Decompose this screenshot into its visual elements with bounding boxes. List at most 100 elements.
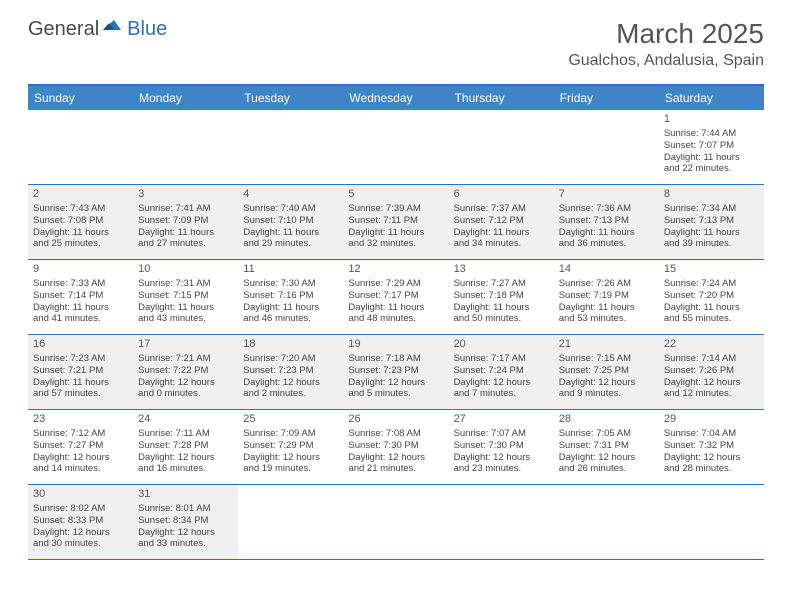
day-header: Wednesday bbox=[343, 86, 448, 110]
day-cell: 21Sunrise: 7:15 AMSunset: 7:25 PMDayligh… bbox=[554, 335, 659, 409]
day-number: 7 bbox=[559, 188, 654, 202]
detail-line: Sunrise: 7:30 AM bbox=[243, 278, 338, 290]
detail-line: Sunrise: 7:09 AM bbox=[243, 428, 338, 440]
detail-line: and 23 minutes. bbox=[454, 463, 549, 475]
detail-line: Sunset: 7:26 PM bbox=[664, 365, 759, 377]
day-number: 11 bbox=[243, 263, 338, 277]
detail-line: Sunrise: 7:40 AM bbox=[243, 203, 338, 215]
day-cell: 25Sunrise: 7:09 AMSunset: 7:29 PMDayligh… bbox=[238, 410, 343, 484]
day-cell: 3Sunrise: 7:41 AMSunset: 7:09 PMDaylight… bbox=[133, 185, 238, 259]
detail-line: Sunset: 7:10 PM bbox=[243, 215, 338, 227]
day-cell: 31Sunrise: 8:01 AMSunset: 8:34 PMDayligh… bbox=[133, 485, 238, 559]
day-cell: 19Sunrise: 7:18 AMSunset: 7:23 PMDayligh… bbox=[343, 335, 448, 409]
detail-line: Sunrise: 7:07 AM bbox=[454, 428, 549, 440]
detail-line: and 14 minutes. bbox=[33, 463, 128, 475]
detail-line: Daylight: 12 hours bbox=[664, 452, 759, 464]
day-cell: 27Sunrise: 7:07 AMSunset: 7:30 PMDayligh… bbox=[449, 410, 554, 484]
detail-line: and 21 minutes. bbox=[348, 463, 443, 475]
empty-cell bbox=[449, 485, 554, 559]
day-number: 30 bbox=[33, 488, 128, 502]
day-cell: 30Sunrise: 8:02 AMSunset: 8:33 PMDayligh… bbox=[28, 485, 133, 559]
day-cell: 14Sunrise: 7:26 AMSunset: 7:19 PMDayligh… bbox=[554, 260, 659, 334]
detail-line: Daylight: 11 hours bbox=[138, 302, 233, 314]
detail-line: and 36 minutes. bbox=[559, 238, 654, 250]
logo-text-blue: Blue bbox=[127, 18, 167, 41]
header: General Blue March 2025 Gualchos, Andalu… bbox=[0, 0, 792, 76]
detail-line: and 55 minutes. bbox=[664, 313, 759, 325]
detail-line: Sunset: 7:16 PM bbox=[243, 290, 338, 302]
flag-icon bbox=[103, 16, 125, 39]
detail-line: and 2 minutes. bbox=[243, 388, 338, 400]
detail-line: Sunset: 7:30 PM bbox=[454, 440, 549, 452]
detail-line: Daylight: 11 hours bbox=[454, 227, 549, 239]
day-cell: 18Sunrise: 7:20 AMSunset: 7:23 PMDayligh… bbox=[238, 335, 343, 409]
detail-line: Sunset: 7:11 PM bbox=[348, 215, 443, 227]
day-number: 13 bbox=[454, 263, 549, 277]
day-number: 15 bbox=[664, 263, 759, 277]
detail-line: Sunrise: 7:26 AM bbox=[559, 278, 654, 290]
empty-cell bbox=[238, 110, 343, 184]
detail-line: Daylight: 12 hours bbox=[138, 527, 233, 539]
day-number: 2 bbox=[33, 188, 128, 202]
day-number: 14 bbox=[559, 263, 654, 277]
detail-line: Daylight: 11 hours bbox=[559, 227, 654, 239]
day-cell: 10Sunrise: 7:31 AMSunset: 7:15 PMDayligh… bbox=[133, 260, 238, 334]
detail-line: Sunset: 7:18 PM bbox=[454, 290, 549, 302]
detail-line: Sunset: 7:14 PM bbox=[33, 290, 128, 302]
day-header: Tuesday bbox=[238, 86, 343, 110]
detail-line: Daylight: 11 hours bbox=[664, 302, 759, 314]
detail-line: and 12 minutes. bbox=[664, 388, 759, 400]
detail-line: and 46 minutes. bbox=[243, 313, 338, 325]
day-cell: 5Sunrise: 7:39 AMSunset: 7:11 PMDaylight… bbox=[343, 185, 448, 259]
day-number: 23 bbox=[33, 413, 128, 427]
day-number: 19 bbox=[348, 338, 443, 352]
detail-line: Sunrise: 7:04 AM bbox=[664, 428, 759, 440]
day-cell: 23Sunrise: 7:12 AMSunset: 7:27 PMDayligh… bbox=[28, 410, 133, 484]
detail-line: Sunrise: 7:29 AM bbox=[348, 278, 443, 290]
day-header: Friday bbox=[554, 86, 659, 110]
day-number: 10 bbox=[138, 263, 233, 277]
detail-line: and 41 minutes. bbox=[33, 313, 128, 325]
day-number: 20 bbox=[454, 338, 549, 352]
page-title: March 2025 bbox=[568, 18, 764, 50]
empty-cell bbox=[343, 110, 448, 184]
week-row: 16Sunrise: 7:23 AMSunset: 7:21 PMDayligh… bbox=[28, 335, 764, 410]
detail-line: Sunrise: 7:36 AM bbox=[559, 203, 654, 215]
day-number: 29 bbox=[664, 413, 759, 427]
day-cell: 11Sunrise: 7:30 AMSunset: 7:16 PMDayligh… bbox=[238, 260, 343, 334]
week-row: 1Sunrise: 7:44 AMSunset: 7:07 PMDaylight… bbox=[28, 110, 764, 185]
empty-cell bbox=[238, 485, 343, 559]
detail-line: Sunrise: 7:17 AM bbox=[454, 353, 549, 365]
detail-line: Sunrise: 7:14 AM bbox=[664, 353, 759, 365]
detail-line: and 22 minutes. bbox=[664, 163, 759, 175]
detail-line: and 16 minutes. bbox=[138, 463, 233, 475]
day-number: 12 bbox=[348, 263, 443, 277]
day-cell: 4Sunrise: 7:40 AMSunset: 7:10 PMDaylight… bbox=[238, 185, 343, 259]
detail-line: and 43 minutes. bbox=[138, 313, 233, 325]
detail-line: Daylight: 12 hours bbox=[559, 452, 654, 464]
day-number: 18 bbox=[243, 338, 338, 352]
detail-line: Sunset: 7:32 PM bbox=[664, 440, 759, 452]
detail-line: Sunrise: 7:18 AM bbox=[348, 353, 443, 365]
detail-line: Daylight: 11 hours bbox=[33, 302, 128, 314]
day-number: 22 bbox=[664, 338, 759, 352]
detail-line: and 28 minutes. bbox=[664, 463, 759, 475]
day-number: 26 bbox=[348, 413, 443, 427]
day-header: Saturday bbox=[659, 86, 764, 110]
detail-line: Sunrise: 7:08 AM bbox=[348, 428, 443, 440]
empty-cell bbox=[449, 110, 554, 184]
day-number: 27 bbox=[454, 413, 549, 427]
detail-line: Sunset: 7:28 PM bbox=[138, 440, 233, 452]
detail-line: Sunrise: 7:20 AM bbox=[243, 353, 338, 365]
day-number: 1 bbox=[664, 113, 759, 127]
detail-line: and 7 minutes. bbox=[454, 388, 549, 400]
detail-line: Sunset: 7:21 PM bbox=[33, 365, 128, 377]
detail-line: Daylight: 12 hours bbox=[348, 377, 443, 389]
day-cell: 8Sunrise: 7:34 AMSunset: 7:13 PMDaylight… bbox=[659, 185, 764, 259]
detail-line: Sunrise: 7:24 AM bbox=[664, 278, 759, 290]
detail-line: Sunset: 7:27 PM bbox=[33, 440, 128, 452]
detail-line: Sunrise: 7:43 AM bbox=[33, 203, 128, 215]
calendar: SundayMondayTuesdayWednesdayThursdayFrid… bbox=[28, 84, 764, 560]
empty-cell bbox=[133, 110, 238, 184]
detail-line: and 26 minutes. bbox=[559, 463, 654, 475]
